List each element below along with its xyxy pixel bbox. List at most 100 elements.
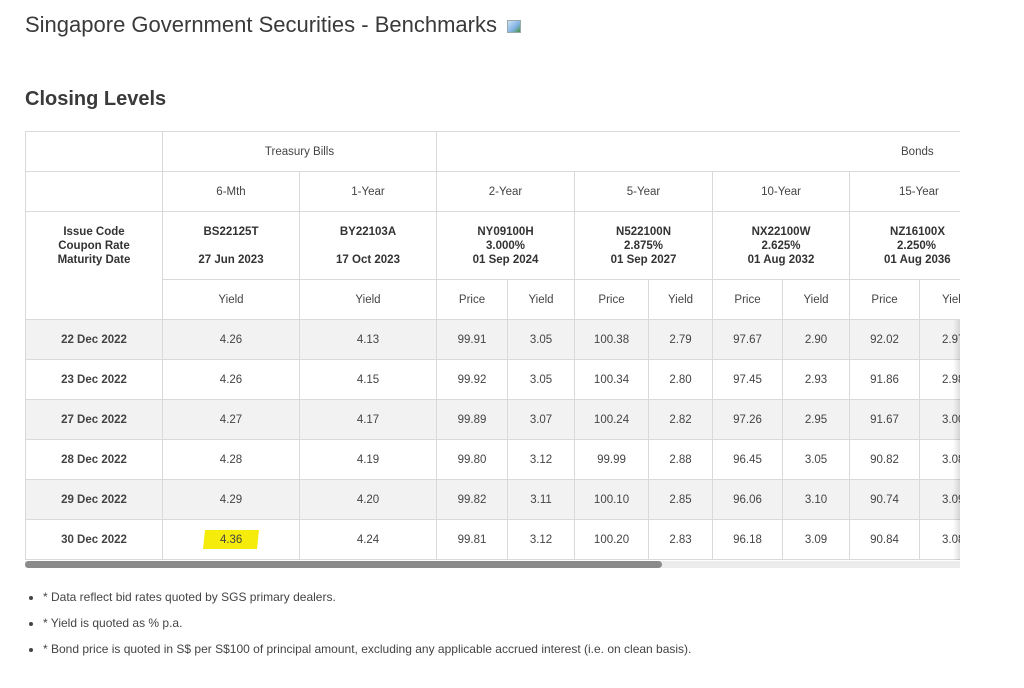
price-cell: 100.20 (575, 520, 649, 560)
price-header: Price (713, 280, 783, 320)
yield-cell: 2.82 (649, 400, 713, 440)
yield-header: Yield (783, 280, 850, 320)
price-cell: 99.91 (437, 320, 508, 360)
price-cell: 99.81 (437, 520, 508, 560)
row-date: 23 Dec 2022 (26, 360, 163, 400)
yield-cell: 4.24 (300, 520, 437, 560)
yield-cell: 2.95 (783, 400, 850, 440)
yield-cell: 4.29 (163, 480, 300, 520)
price-cell: 91.67 (850, 400, 920, 440)
price-header: Price (437, 280, 508, 320)
issue-code: BS22125T (163, 225, 299, 239)
group-header-row: Treasury Bills Bonds (26, 132, 961, 172)
yield-cell: 4.20 (300, 480, 437, 520)
issue-info-cell: NX22100W 2.625% 01 Aug 2032 (713, 212, 850, 280)
yield-cell: 3.05 (508, 320, 575, 360)
tenor-header: 1-Year (300, 172, 437, 212)
yield-cell: 2.79 (649, 320, 713, 360)
highlighted-value: 4.36 (203, 530, 259, 549)
blank-header-cell (26, 172, 163, 212)
table-row: 29 Dec 2022 4.29 4.20 99.82 3.11 100.10 2.85 96… (26, 480, 961, 520)
page-title-text: Singapore Government Securities - Benchm… (25, 12, 497, 37)
yield-cell: 2.93 (783, 360, 850, 400)
yield-cell: 4.27 (163, 400, 300, 440)
scroll-edge-shadow (953, 320, 960, 560)
yield-cell: 3.09 (783, 520, 850, 560)
yield-cell: 4.15 (300, 360, 437, 400)
coupon-rate: 3.000% (437, 239, 574, 253)
yield-cell: 2.85 (649, 480, 713, 520)
issue-info-cell: BY22103A 17 Oct 2023 (300, 212, 437, 280)
blank-header-cell (26, 132, 163, 172)
yield-cell: 4.36 (163, 520, 300, 560)
yield-cell: 4.17 (300, 400, 437, 440)
row-date: 30 Dec 2022 (26, 520, 163, 560)
price-cell: 99.82 (437, 480, 508, 520)
footnote-item: * Data reflect bid rates quoted by SGS p… (43, 590, 691, 604)
row-date: 27 Dec 2022 (26, 400, 163, 440)
row-date: 28 Dec 2022 (26, 440, 163, 480)
coupon-rate-label: Coupon Rate (26, 239, 162, 253)
benchmarks-table-container[interactable]: Treasury Bills Bonds 6-Mth 1-Year 2-Year… (25, 131, 960, 568)
yield-cell: 3.12 (508, 520, 575, 560)
table-row: 23 Dec 2022 4.26 4.15 99.92 3.05 100.34 2.80 97… (26, 360, 961, 400)
maturity-date: 27 Jun 2023 (163, 253, 299, 267)
issue-info-labels: Issue Code Coupon Rate Maturity Date (26, 212, 163, 320)
yield-header: Yield (649, 280, 713, 320)
price-cell: 97.67 (713, 320, 783, 360)
maturity-date: 01 Aug 2032 (713, 253, 849, 267)
table-row: 22 Dec 2022 4.26 4.13 99.91 3.05 100.38 2.79 97… (26, 320, 961, 360)
price-cell: 91.86 (850, 360, 920, 400)
yield-cell: 4.13 (300, 320, 437, 360)
yield-header: Yield (508, 280, 575, 320)
price-cell: 100.34 (575, 360, 649, 400)
tenor-header: 15-Year (850, 172, 960, 212)
yield-cell: 2.88 (649, 440, 713, 480)
price-cell: 96.06 (713, 480, 783, 520)
issue-info-cell: NY09100H 3.000% 01 Sep 2024 (437, 212, 575, 280)
tenor-header-row: 6-Mth 1-Year 2-Year 5-Year 10-Year 15-Ye… (26, 172, 961, 212)
issue-code: NY09100H (437, 225, 574, 239)
yield-cell: 4.26 (163, 360, 300, 400)
table-row: 30 Dec 2022 4.36 4.24 99.81 3.12 100.20 2.83 96… (26, 520, 961, 560)
maturity-date: 01 Aug 2036 (884, 253, 960, 267)
tenor-header: 2-Year (437, 172, 575, 212)
yield-cell: 4.19 (300, 440, 437, 480)
table-row: 27 Dec 2022 4.27 4.17 99.89 3.07 100.24 2.82 97… (26, 400, 961, 440)
yield-cell: 4.28 (163, 440, 300, 480)
maturity-date: 01 Sep 2027 (575, 253, 712, 267)
maturity-date: 17 Oct 2023 (300, 253, 436, 267)
price-cell: 90.74 (850, 480, 920, 520)
price-cell: 96.18 (713, 520, 783, 560)
coupon-rate: 2.250% (884, 239, 960, 253)
horizontal-scrollbar-thumb[interactable] (25, 561, 662, 568)
maturity-date-label: Maturity Date (26, 253, 162, 267)
issue-code: N522100N (575, 225, 712, 239)
bonds-header: Bonds (437, 132, 960, 172)
price-cell: 97.45 (713, 360, 783, 400)
coupon-rate: 2.625% (713, 239, 849, 253)
yield-cell: 2.83 (649, 520, 713, 560)
issue-code: BY22103A (300, 225, 436, 239)
footnote-item: * Bond price is quoted in S$ per S$100 o… (43, 642, 691, 656)
sub-header-row: Yield Yield Price Yield Price Yield Pric… (26, 280, 961, 320)
section-title: Closing Levels (25, 88, 166, 111)
yield-header: Yiel (920, 280, 960, 320)
yield-cell: 3.11 (508, 480, 575, 520)
coupon-rate (163, 239, 299, 253)
tenor-header: 5-Year (575, 172, 713, 212)
price-cell: 90.84 (850, 520, 920, 560)
footnote-item: * Yield is quoted as % p.a. (43, 616, 691, 630)
issue-code: NX22100W (713, 225, 849, 239)
price-cell: 90.82 (850, 440, 920, 480)
price-cell: 100.24 (575, 400, 649, 440)
coupon-rate (300, 239, 436, 253)
benchmarks-table: Treasury Bills Bonds 6-Mth 1-Year 2-Year… (25, 131, 960, 560)
price-header: Price (850, 280, 920, 320)
yield-header: Yield (300, 280, 437, 320)
yield-cell: 3.10 (783, 480, 850, 520)
yield-cell: 2.80 (649, 360, 713, 400)
tenor-header: 6-Mth (163, 172, 300, 212)
issue-code-label: Issue Code (26, 225, 162, 239)
footnotes-list: * Data reflect bid rates quoted by SGS p… (25, 590, 691, 668)
